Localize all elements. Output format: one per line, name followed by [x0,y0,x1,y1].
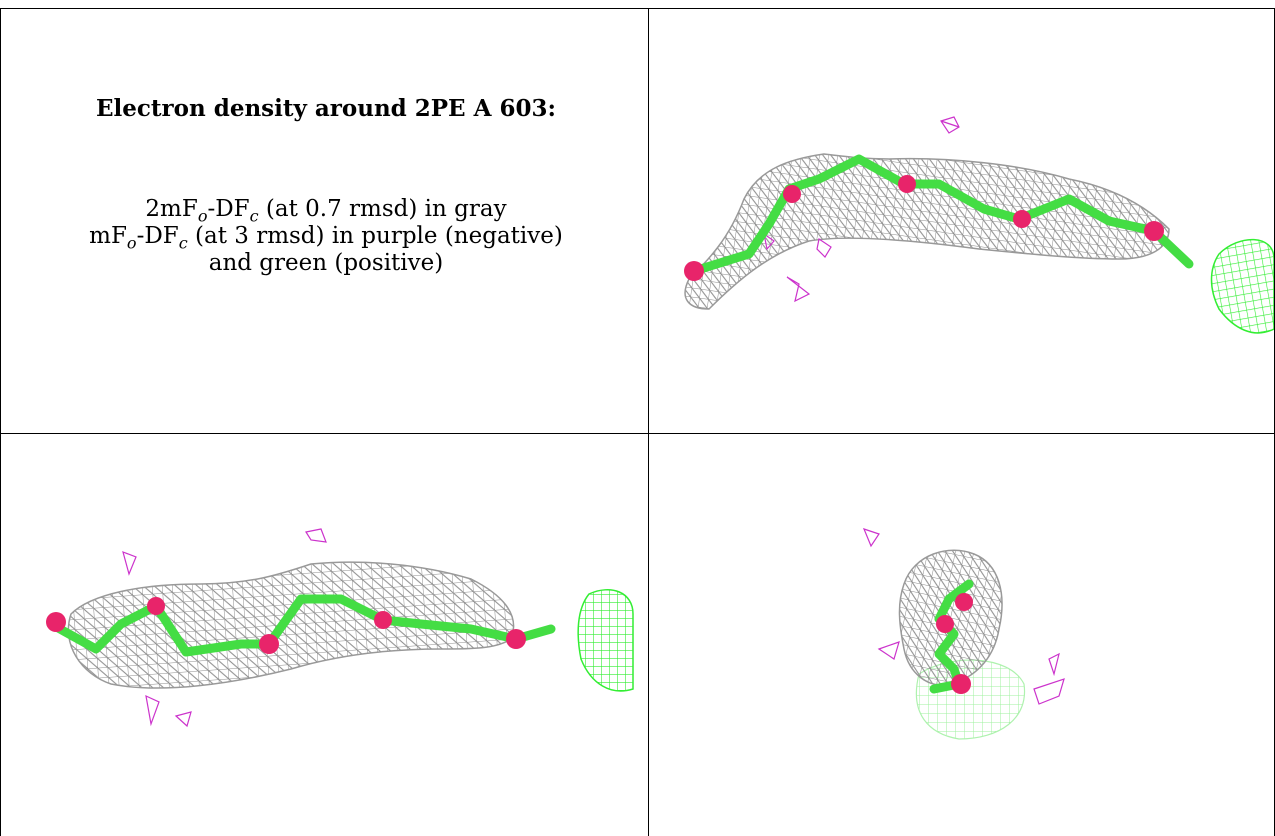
caption-legend: 2mFo-DFc (at 0.7 rmsd) in gray mFo-DFc (… [41,196,611,277]
ligand-stick [46,594,556,657]
green-mesh [1210,238,1274,334]
density-render [46,528,634,728]
caption-cell: Electron density around 2PE A 603: 2mFo-… [1,9,648,433]
table-border-middle [0,433,1275,434]
density-render [862,528,1065,740]
density-panel-bottom-right [649,434,1274,836]
legend-line-colors: and green (positive) [208,250,444,276]
legend-line-2fofc: 2mFo-DFc (at 0.7 rmsd) in gray [145,196,507,226]
table-border-center [648,8,649,836]
negative-blobs [862,528,1065,705]
table-border-top [0,8,1275,9]
ligand-stick [689,154,1194,276]
oxygen-atoms [684,175,1164,281]
density-render [684,116,1274,334]
negative-blobs [763,116,960,303]
oxygen-atoms [46,597,526,654]
legend-line-fofc: mFo-DFc (at 3 rmsd) in purple (negative) [89,223,563,253]
gray-mesh [684,153,1170,310]
density-panel-bottom-left [1,434,648,836]
caption: Electron density around 2PE A 603: 2mFo-… [41,95,611,277]
negative-blobs [122,528,327,728]
oxygen-atoms [936,593,973,694]
caption-title: Electron density around 2PE A 603: [96,95,556,122]
green-mesh [577,589,634,692]
table-border-left [0,8,1,836]
density-panel-top-right [649,9,1274,433]
